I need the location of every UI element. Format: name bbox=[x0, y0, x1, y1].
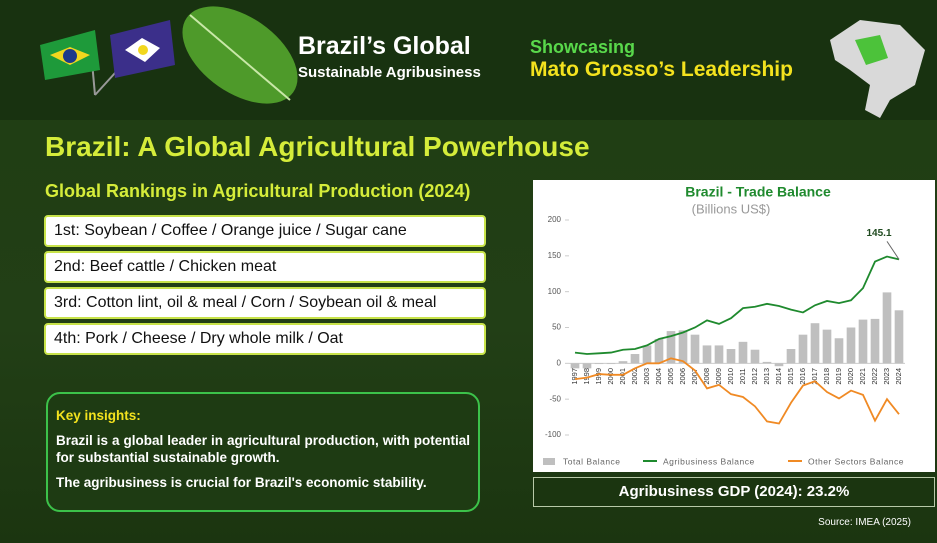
bar bbox=[594, 363, 604, 365]
x-tick-label: 1999 bbox=[594, 368, 603, 385]
y-tick-label: 0 bbox=[557, 358, 562, 367]
bar bbox=[618, 361, 628, 364]
x-tick-label: 2015 bbox=[786, 368, 795, 385]
y-tick-label: 150 bbox=[548, 251, 562, 260]
rankings-title: Global Rankings in Agricultural Producti… bbox=[45, 181, 471, 201]
banner-subtitle: Sustainable Agribusiness bbox=[298, 64, 481, 81]
insight: The agribusiness is crucial for Brazil's… bbox=[56, 475, 427, 490]
insight: Brazil is a global leader in agricultura… bbox=[56, 433, 470, 465]
chart-subtitle: (Billions US$) bbox=[692, 201, 771, 216]
x-tick-label: 2005 bbox=[666, 368, 675, 385]
bar bbox=[582, 363, 592, 369]
x-tick-label: 2011 bbox=[738, 368, 747, 384]
bar bbox=[738, 341, 748, 364]
label-leader bbox=[886, 241, 900, 260]
bar bbox=[666, 331, 676, 364]
bar bbox=[858, 319, 868, 364]
bar bbox=[690, 334, 700, 364]
x-tick-label: 2014 bbox=[774, 368, 783, 385]
x-tick-label: 1997 bbox=[570, 368, 579, 385]
x-tick-label: 2002 bbox=[630, 368, 639, 385]
bar bbox=[762, 361, 772, 364]
bar bbox=[798, 334, 808, 364]
x-tick-label: 2007 bbox=[690, 368, 699, 385]
bar bbox=[846, 327, 856, 364]
legend-entry: Total Balance bbox=[563, 456, 621, 466]
data-label: 145.1 bbox=[866, 228, 891, 239]
x-tick-label: 2008 bbox=[702, 368, 711, 385]
x-tick-label: 2003 bbox=[642, 368, 651, 385]
banner-title: Brazil’s Global bbox=[298, 32, 471, 60]
x-tick-label: 2022 bbox=[870, 368, 879, 385]
source: Source: IMEA (2025) bbox=[818, 517, 911, 528]
chart-title: Brazil - Trade Balance bbox=[685, 184, 831, 200]
gdp-note: Agribusiness GDP (2024): 23.2% bbox=[533, 477, 935, 507]
bar bbox=[870, 318, 880, 364]
x-tick-label: 1998 bbox=[582, 368, 591, 385]
x-tick-label: 2013 bbox=[762, 368, 771, 385]
flag-star bbox=[138, 45, 148, 55]
bar bbox=[654, 338, 664, 364]
map-brazil bbox=[830, 20, 925, 118]
x-tick-label: 2023 bbox=[882, 368, 891, 385]
leaf-vein bbox=[189, 14, 291, 101]
x-tick-label: 2016 bbox=[798, 368, 807, 385]
legend-entry: Agribusiness Balance bbox=[663, 456, 755, 466]
bar bbox=[726, 349, 736, 364]
x-tick-label: 2018 bbox=[822, 368, 831, 385]
ranking: 1st: Soybean / Coffee / Orange juice / S… bbox=[44, 215, 486, 247]
x-tick-label: 2012 bbox=[750, 368, 759, 385]
map-mato-grosso bbox=[855, 35, 888, 65]
bar bbox=[678, 330, 688, 364]
x-tick-label: 2009 bbox=[714, 368, 723, 385]
ranking: 2nd: Beef cattle / Chicken meat bbox=[44, 251, 486, 283]
x-tick-label: 2004 bbox=[654, 368, 663, 385]
chart: Brazil - Trade Balance (Billions US$) -1… bbox=[533, 180, 935, 472]
bar bbox=[606, 363, 616, 365]
y-tick-label: -50 bbox=[549, 394, 561, 403]
bar bbox=[894, 310, 904, 364]
insights-box: Key insights: Brazil is a global leader … bbox=[46, 392, 480, 512]
bar bbox=[786, 349, 796, 364]
tagline: Mato Grosso’s Leadership bbox=[530, 58, 793, 81]
x-tick-label: 2019 bbox=[834, 368, 843, 385]
bar bbox=[774, 363, 784, 367]
tagline: Showcasing bbox=[530, 37, 636, 57]
x-tick-label: 2000 bbox=[606, 368, 615, 385]
x-tick-label: 2017 bbox=[810, 368, 819, 385]
x-tick-label: 2010 bbox=[726, 368, 735, 385]
chart-bg bbox=[533, 180, 935, 472]
y-tick-label: 200 bbox=[548, 215, 562, 224]
bar bbox=[822, 329, 832, 364]
ranking: 3rd: Cotton lint, oil & meal / Corn / So… bbox=[44, 287, 486, 319]
bar bbox=[570, 363, 580, 369]
line bbox=[574, 255, 900, 355]
bar bbox=[702, 345, 712, 364]
bar bbox=[750, 349, 760, 364]
x-tick-label: 2024 bbox=[894, 368, 903, 385]
banner bbox=[0, 0, 937, 120]
ranking: 4th: Pork / Cheese / Dry whole milk / Oa… bbox=[44, 323, 486, 355]
bar bbox=[630, 354, 640, 364]
leaf bbox=[182, 6, 298, 104]
insights-title: Key insights: bbox=[56, 408, 141, 423]
legend-swatch bbox=[543, 458, 555, 465]
bar bbox=[714, 345, 724, 364]
x-tick-label: 2001 bbox=[618, 368, 627, 385]
bar bbox=[834, 338, 844, 364]
y-tick-label: 50 bbox=[552, 323, 561, 332]
bar bbox=[882, 292, 892, 364]
x-tick-label: 2021 bbox=[858, 368, 867, 385]
x-tick-label: 2020 bbox=[846, 368, 855, 385]
heading: Brazil: A Global Agricultural Powerhouse bbox=[45, 131, 590, 162]
line bbox=[574, 357, 900, 425]
flag-globe bbox=[63, 49, 77, 63]
bar bbox=[642, 345, 652, 364]
y-tick-label: 100 bbox=[548, 287, 562, 296]
x-tick-label: 2006 bbox=[678, 368, 687, 385]
y-tick-label: -100 bbox=[545, 430, 562, 439]
legend-entry: Other Sectors Balance bbox=[808, 456, 904, 466]
bar bbox=[810, 323, 820, 364]
